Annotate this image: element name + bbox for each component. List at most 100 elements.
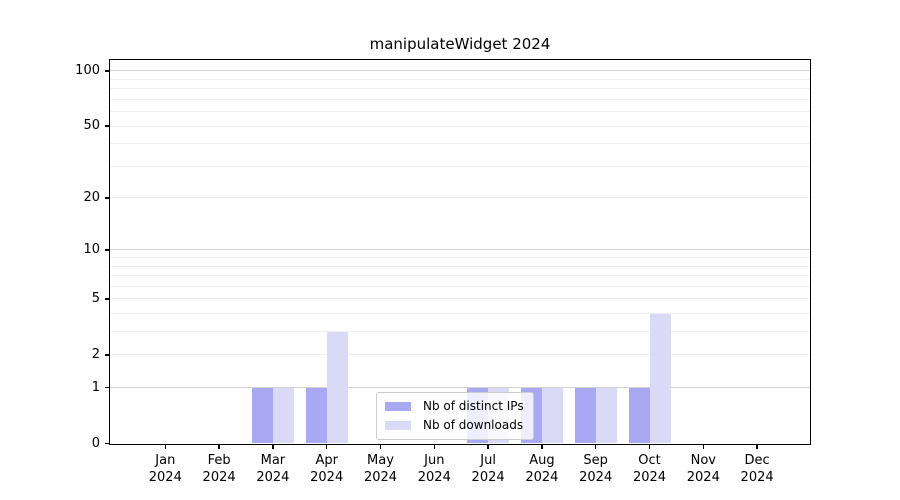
x-tick-year: 2024 [579,469,613,485]
x-tick-mark [325,443,328,449]
x-tick-year: 2024 [202,469,236,485]
x-tick-month: Jun [424,452,445,468]
x-tick-label: Jul 2024 [448,452,528,486]
x-tick-mark [702,443,705,449]
x-tick-month: Mar [260,452,286,468]
plot-area: Nb of distinct IPs Nb of downloads [110,60,810,444]
bar-nb-of-distinct-ips [251,387,273,444]
bar-nb-of-downloads [272,387,294,444]
gridline-minor [110,275,810,277]
y-tick-mark [104,298,110,300]
gridline-minor [110,354,810,356]
y-tick-label: 10 [83,241,100,257]
gridline-major [110,70,810,72]
gridline-minor [110,165,810,167]
x-tick-mark [379,443,382,449]
x-tick-month: Apr [315,452,338,468]
legend-swatch [385,402,411,411]
x-tick-mark [648,443,651,449]
x-tick-year: 2024 [632,469,667,485]
x-tick-year: 2024 [310,469,344,485]
x-tick-month: May [367,452,394,468]
gridline-major [110,387,810,389]
y-tick-label: 20 [83,189,100,205]
x-tick-year: 2024 [363,469,398,485]
x-tick-mark [756,443,758,449]
gridline-minor [110,285,810,287]
x-tick-mark [272,443,274,449]
x-tick-year: 2024 [417,469,451,485]
bar-nb-of-downloads [326,331,348,444]
y-tick-label: 0 [91,435,100,451]
legend-label: Nb of downloads [423,418,524,432]
x-tick-mark [164,443,167,449]
x-tick-mark [594,443,597,449]
legend-row: Nb of downloads [385,418,524,433]
gridline-minor [110,143,810,145]
legend: Nb of distinct IPs Nb of downloads [376,392,534,440]
y-tick-mark [104,249,110,251]
legend-label: Nb of distinct IPs [423,399,524,413]
y-tick-label: 2 [91,346,100,362]
x-tick-year: 2024 [256,469,290,485]
gridline-minor [110,125,810,127]
y-tick-label: 50 [83,118,100,134]
x-tick-month: Oct [638,452,661,468]
x-tick-year: 2024 [471,469,505,485]
x-tick-label: Jan 2024 [125,452,205,486]
y-tick-mark [104,354,110,356]
x-tick-mark [541,443,543,449]
x-tick-label: Aug 2024 [502,452,582,486]
gridline-minor [110,257,810,259]
x-tick-label: Apr 2024 [287,452,367,486]
x-tick-label: Nov 2024 [663,452,743,486]
x-tick-label: Feb 2024 [179,452,259,486]
gridline-minor [110,88,810,90]
legend-swatch [385,421,411,430]
y-tick-mark [104,442,110,445]
y-tick-mark [104,197,110,199]
x-tick-year: 2024 [686,469,720,485]
x-tick-year: 2024 [525,469,559,485]
legend-row: Nb of distinct IPs [385,399,524,414]
x-tick-label: Sep 2024 [556,452,636,486]
bar-nb-of-downloads [649,313,671,444]
y-tick-label: 1 [91,379,100,395]
y-tick-mark [104,386,110,389]
x-tick-year: 2024 [148,469,182,485]
x-tick-month: Jul [480,452,496,468]
x-tick-mark [218,443,220,449]
x-tick-month: Sep [583,452,608,468]
y-tick-label: 5 [91,290,100,306]
x-tick-label: Jun 2024 [394,452,474,486]
y-tick-label: 100 [75,62,100,78]
gridline-minor [110,111,810,113]
gridline-minor [110,78,810,80]
x-tick-label: Mar 2024 [233,452,313,486]
gridline-minor [110,298,810,300]
gridline-minor [110,197,810,199]
bar-nb-of-distinct-ips [305,387,327,444]
gridline-minor [110,313,810,315]
x-tick-label: Oct 2024 [610,452,690,486]
bar-nb-of-downloads [541,387,563,444]
bar-nb-of-distinct-ips [574,387,596,444]
x-tick-label: May 2024 [341,452,421,486]
x-tick-month: Dec [744,452,770,468]
y-tick-mark [104,125,110,127]
x-tick-month: Aug [529,452,555,468]
gridline-minor [110,331,810,333]
x-tick-label: Dec 2024 [717,452,797,486]
gridline-major [110,249,810,251]
x-tick-month: Feb [207,452,231,468]
x-tick-mark [487,443,489,449]
x-tick-year: 2024 [740,469,774,485]
x-tick-mark [433,443,436,449]
x-tick-month: Jan [155,452,176,468]
gridline-minor [110,98,810,100]
bar-nb-of-downloads [595,387,617,444]
gridline-minor [110,265,810,267]
x-tick-month: Nov [690,452,716,468]
bar-nb-of-distinct-ips [628,387,650,444]
